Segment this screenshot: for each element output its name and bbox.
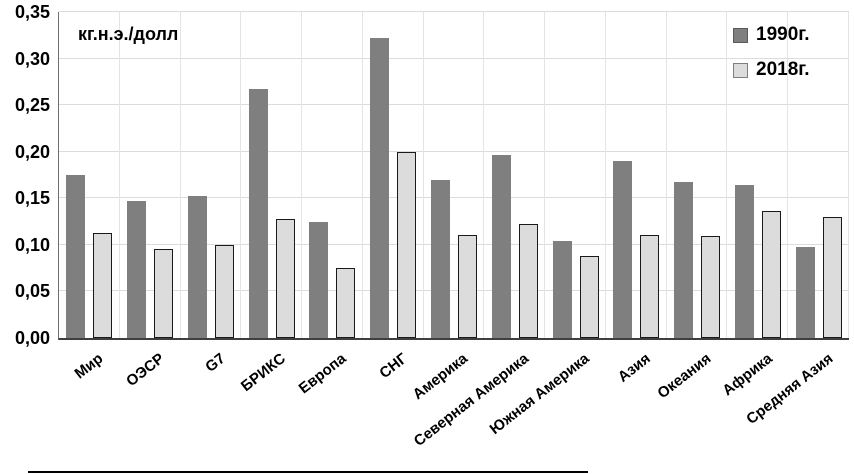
- x-category-label: Европа: [296, 350, 350, 398]
- bar-2018-Океания: [701, 236, 721, 338]
- legend: 1990г. 2018г.: [733, 24, 810, 94]
- bar-1990-Мир: [66, 175, 86, 338]
- x-category-label: G7: [202, 350, 229, 376]
- legend-swatch-2018-icon: [733, 62, 748, 78]
- legend-label-2018: 2018г.: [756, 59, 810, 80]
- x-category-label: ОЭСР: [123, 350, 168, 390]
- gridline-horizontal: [59, 11, 849, 12]
- figure-bottom-border: [28, 471, 588, 473]
- bar-1990-Океания: [674, 182, 694, 338]
- bar-1990-Европа: [309, 222, 329, 338]
- y-tick-label: 0,20: [14, 141, 50, 162]
- x-category-label: Северная Америка: [411, 350, 533, 450]
- gridline-vertical: [179, 12, 181, 338]
- gridline-horizontal: [59, 57, 849, 59]
- y-axis-unit-label: кг.н.э./долл: [78, 24, 179, 44]
- x-category-label: БРИКС: [238, 350, 290, 396]
- y-tick-label: 0,00: [14, 328, 50, 348]
- gridline-horizontal: [59, 290, 849, 292]
- x-category-label: Азия: [614, 350, 654, 386]
- bar-1990-Африка: [734, 185, 754, 338]
- bar-2018-Европа: [336, 268, 356, 338]
- bar-1990-G7: [187, 196, 207, 338]
- gridline-vertical: [422, 12, 424, 338]
- gridline-vertical: [361, 12, 363, 338]
- bar-2018-БРИКС: [275, 219, 295, 338]
- gridline-vertical: [848, 12, 849, 338]
- legend-item-2018: 2018г.: [733, 59, 810, 81]
- gridline-horizontal: [59, 197, 849, 199]
- x-category-label: Мир: [72, 350, 107, 383]
- y-tick-label: 0,10: [14, 234, 50, 255]
- bar-1990-ОЭСР: [127, 201, 147, 338]
- bar-2018-Мир: [93, 233, 113, 338]
- legend-swatch-1990-icon: [733, 27, 748, 43]
- gridline-vertical: [240, 12, 242, 338]
- gridline-horizontal: [59, 243, 849, 245]
- bar-1990-БРИКС: [248, 89, 268, 338]
- gridline-vertical: [301, 12, 303, 338]
- gridline-vertical: [483, 12, 485, 338]
- bar-1990-Азия: [613, 161, 633, 338]
- gridline-vertical: [604, 12, 606, 338]
- gridline-horizontal: [59, 150, 849, 152]
- gridline-horizontal: [59, 104, 849, 106]
- gridline-vertical: [665, 12, 667, 338]
- plot-area: [58, 11, 849, 340]
- y-tick-label: 0,15: [14, 188, 50, 209]
- legend-item-1990: 1990г.: [733, 24, 810, 46]
- gridline-vertical: [118, 12, 120, 338]
- bar-2018-Америка: [458, 235, 477, 338]
- bar-2018-Средняя Азия: [822, 217, 842, 338]
- bar-1990-Средняя Азия: [795, 247, 815, 338]
- bar-1990-Америка: [431, 180, 450, 338]
- x-category-label: Африка: [718, 350, 776, 400]
- y-tick-label: 0,30: [14, 48, 50, 69]
- bar-2018-Азия: [640, 235, 660, 338]
- bar-1990-СНГ: [370, 38, 390, 338]
- x-category-label: СНГ: [376, 350, 411, 382]
- bar-2018-Африка: [761, 211, 781, 338]
- bar-2018-СНГ: [397, 152, 417, 338]
- bar-2018-G7: [214, 245, 234, 338]
- bar-1990-Северная Америка: [491, 155, 511, 338]
- bar-1990-Южная Америка: [552, 241, 572, 338]
- legend-label-1990: 1990г.: [756, 24, 810, 45]
- y-tick-label: 0,05: [14, 281, 50, 302]
- x-category-label: Океания: [654, 350, 715, 403]
- bar-2018-Южная Америка: [579, 256, 599, 338]
- y-tick-label: 0,25: [14, 95, 50, 116]
- y-tick-label: 0,35: [14, 2, 50, 22]
- bar-2018-Северная Америка: [518, 224, 538, 338]
- gridline-vertical: [544, 12, 546, 338]
- gridline-vertical: [787, 12, 789, 338]
- bar-2018-ОЭСР: [154, 249, 174, 338]
- gridline-vertical: [726, 12, 728, 338]
